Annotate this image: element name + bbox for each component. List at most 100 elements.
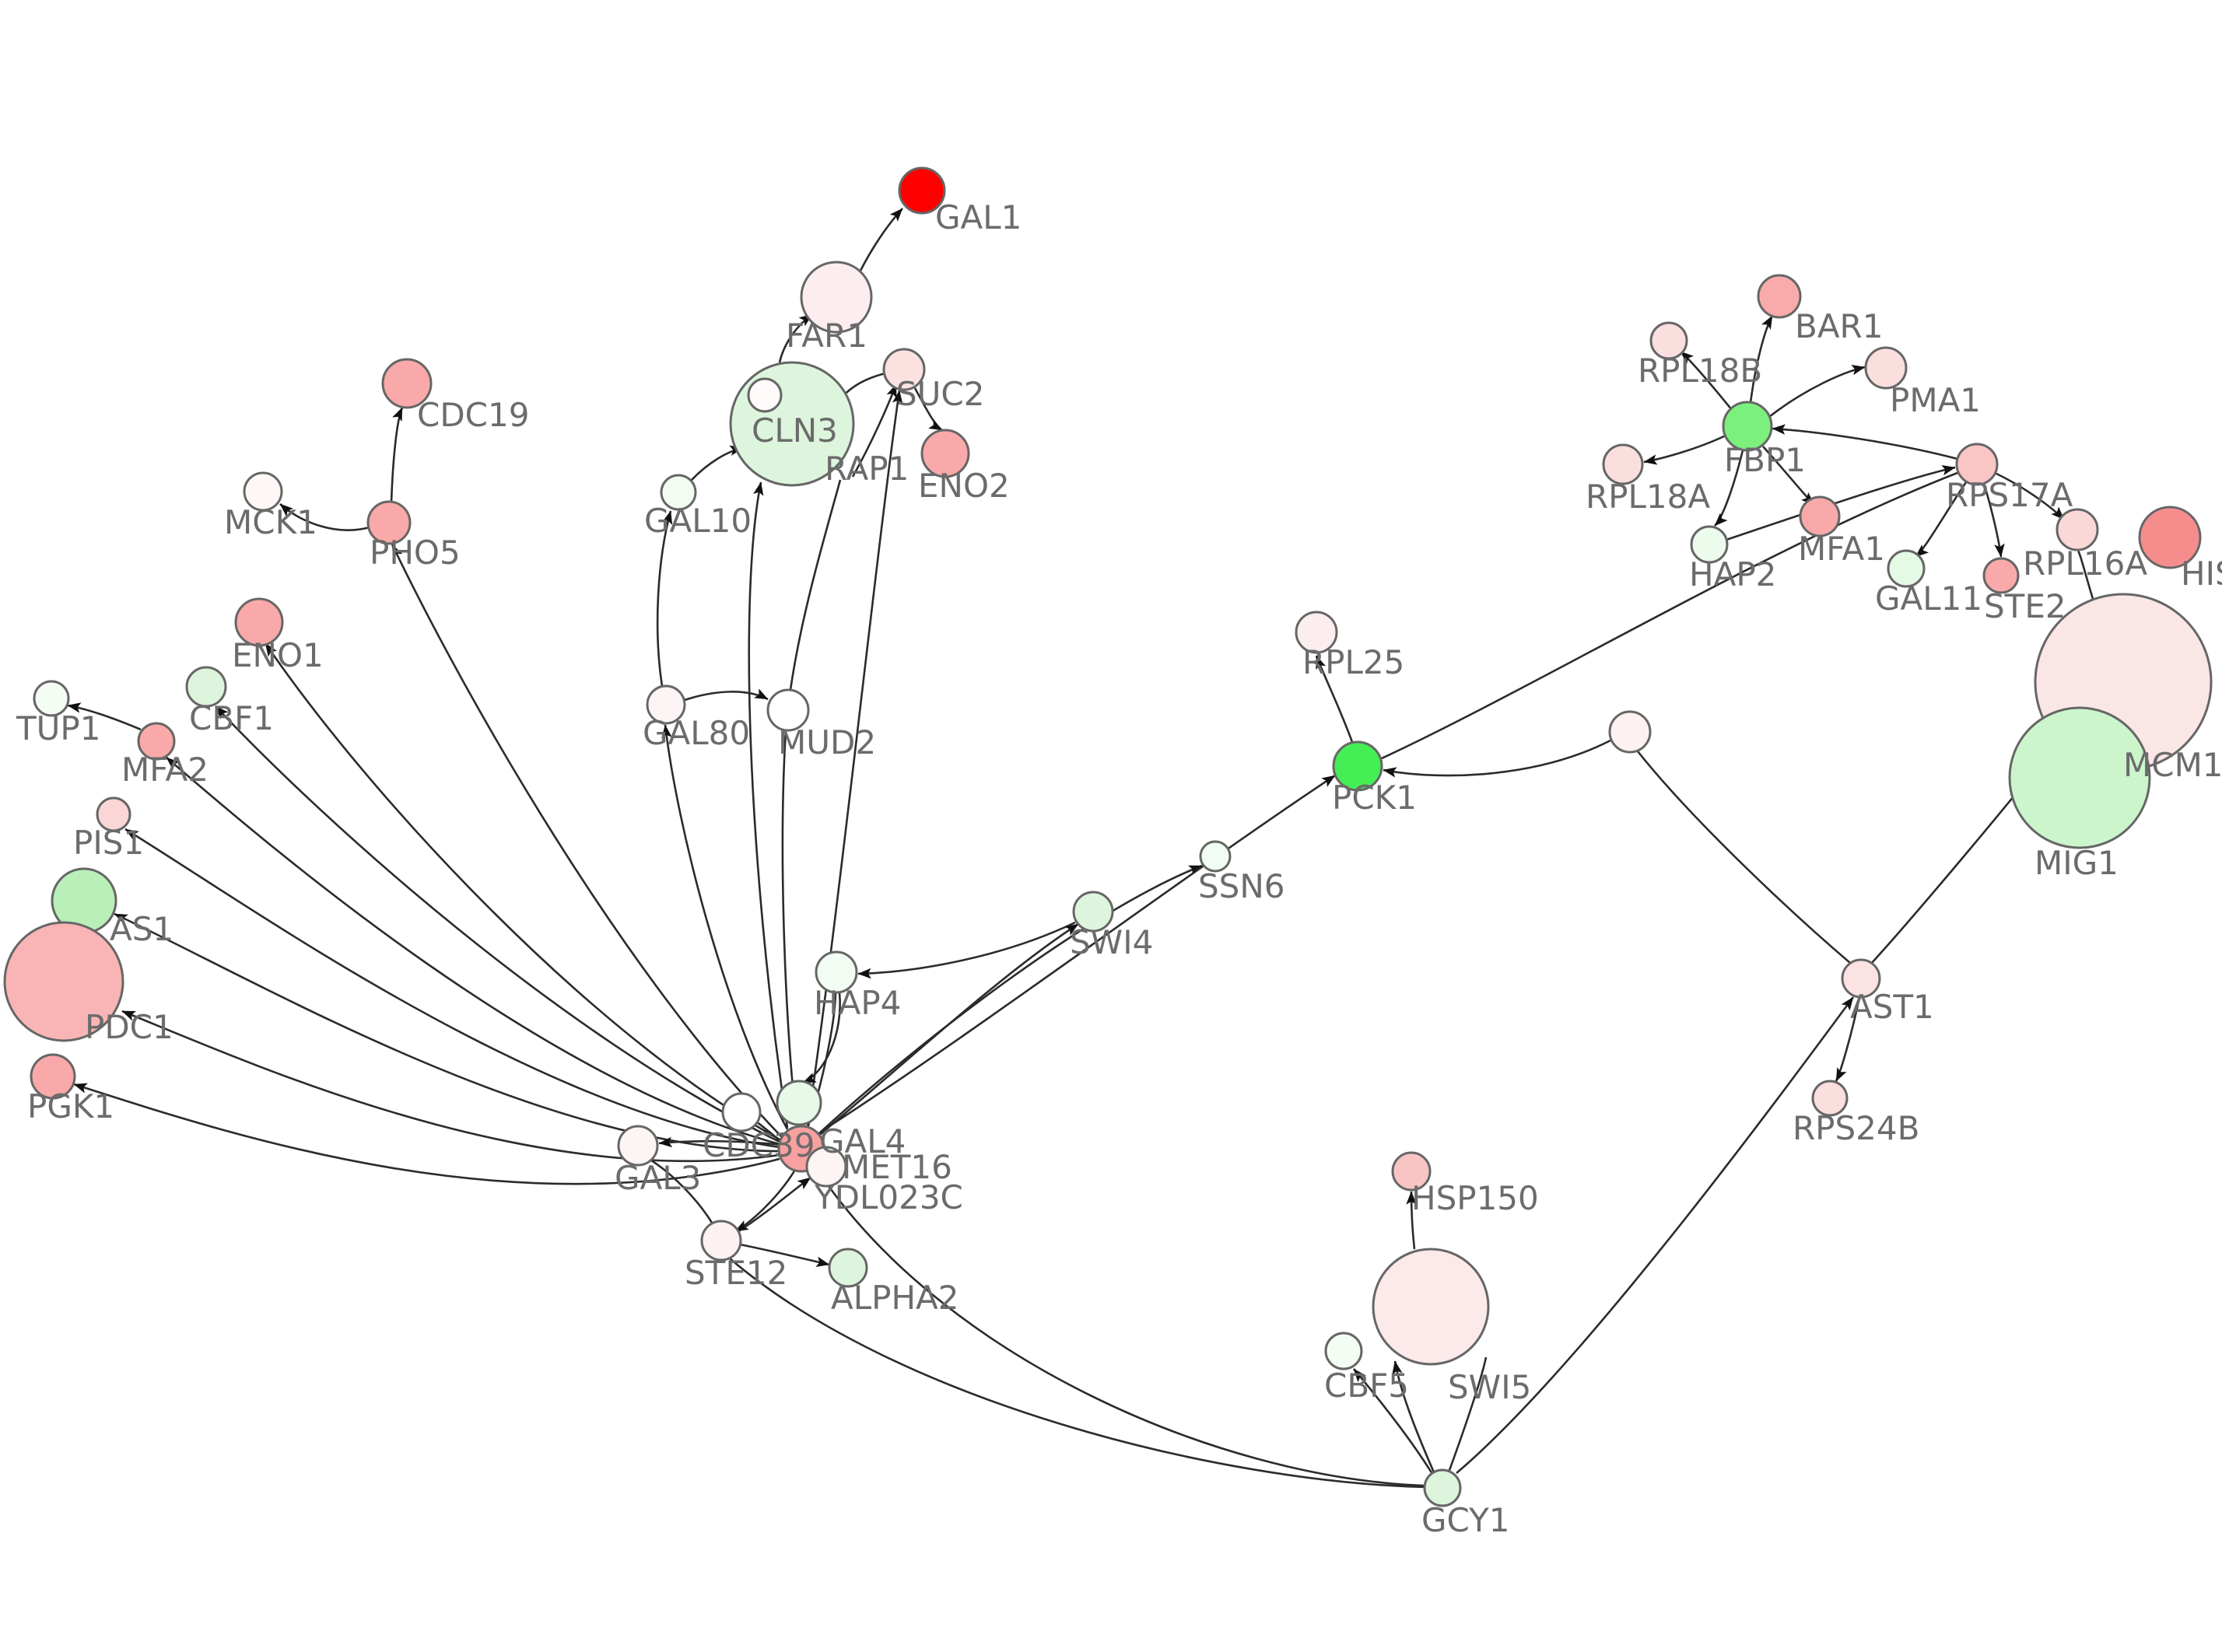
node-suc2[interactable] — [882, 348, 926, 391]
edge-mud2-to-gal4 — [781, 730, 801, 1125]
node-his4[interactable] — [2138, 506, 2202, 569]
edge-swi4-to-hap4 — [857, 921, 1076, 979]
node-label-pgk1: PGK1 — [27, 1087, 114, 1125]
edge-hap2-to-rps17a — [1726, 465, 1956, 541]
node-label-eno1: ENO1 — [232, 636, 324, 674]
node-met16[interactable] — [776, 1080, 822, 1126]
node-swi5[interactable] — [1372, 1248, 1490, 1366]
edge-swi5-to-hsp150 — [1406, 1191, 1417, 1250]
node-label-mfa1: MFA1 — [1798, 530, 1885, 568]
node-bar1[interactable] — [1757, 274, 1802, 319]
edge-hub1-to-ast1 — [1636, 751, 1851, 964]
edge-gal4-to-ssn6 — [818, 864, 1203, 1135]
node-rpl16a[interactable] — [2056, 508, 2099, 551]
node-gal10[interactable] — [660, 474, 697, 511]
node-label-gal3: GAL3 — [615, 1159, 701, 1197]
edge-gal80-to-mud2 — [684, 688, 769, 702]
edge-fbp1-to-rpl18b — [1680, 351, 1733, 411]
node-hsp150[interactable] — [1391, 1151, 1432, 1192]
node-label-fbp1: FBP1 — [1724, 441, 1806, 479]
node-pma1[interactable] — [1864, 346, 1908, 390]
node-pho5[interactable] — [366, 500, 412, 545]
node-fbp1[interactable] — [1722, 401, 1773, 452]
node-label-pdc1: PDC1 — [85, 1008, 173, 1046]
node-gal11[interactable] — [1887, 549, 1926, 588]
edge-gal4-to-suc2 — [806, 390, 903, 1126]
node-pgk1[interactable] — [30, 1053, 76, 1100]
node-label-mcm1: MCM1 — [2123, 746, 2222, 784]
node-label-cdc19: CDC19 — [417, 396, 529, 434]
node-hap4[interactable] — [815, 950, 858, 994]
edge-mud2-to-rap1 — [789, 479, 842, 691]
node-gal80[interactable] — [646, 684, 686, 725]
node-gal3[interactable] — [617, 1125, 659, 1167]
edge-gal4-to-gal80 — [661, 724, 789, 1130]
node-ste12[interactable] — [700, 1220, 742, 1262]
edge-rap1-to-suc2 — [851, 383, 898, 478]
node-label-as1: AS1 — [110, 910, 173, 948]
node-pis1[interactable] — [96, 796, 131, 832]
node-mck1[interactable] — [243, 471, 283, 512]
node-rps17a[interactable] — [1955, 443, 1999, 486]
node-label-pho5: PHO5 — [370, 534, 461, 572]
edge-gal4-to-gcy1 — [811, 1161, 1425, 1487]
edge-suc2-to-eno2 — [913, 387, 943, 432]
node-alpha2[interactable] — [828, 1248, 868, 1288]
node-label-ydl023c: YDL023C — [814, 1178, 963, 1216]
node-cln3b[interactable] — [747, 377, 783, 413]
node-label-hsp150: HSP150 — [1411, 1179, 1539, 1217]
node-ydl023c[interactable] — [805, 1146, 847, 1188]
node-mfa2[interactable] — [137, 722, 176, 761]
node-ste2[interactable] — [1982, 557, 2020, 594]
node-pdc1[interactable] — [3, 921, 124, 1042]
node-label-mck1: MCK1 — [224, 503, 317, 541]
node-gcy1[interactable] — [1423, 1468, 1462, 1507]
node-label-rps17a: RPS17A — [1946, 476, 2073, 514]
node-pck1[interactable] — [1332, 740, 1383, 792]
node-mig1[interactable] — [2008, 706, 2151, 849]
node-cbf1[interactable] — [185, 666, 227, 708]
edge-fbp1-to-pma1 — [1768, 365, 1866, 418]
edge-ste12-to-gcy1 — [729, 1258, 1426, 1489]
edge-gal80-to-gal10 — [656, 510, 673, 687]
edge-gal4-to-ste12 — [734, 1169, 797, 1233]
edge-mfa2-to-tup1 — [67, 702, 142, 731]
node-swi4[interactable] — [1072, 891, 1114, 933]
node-mfa1[interactable] — [1799, 495, 1841, 537]
edge-gcy1-to-swi5 — [1392, 1360, 1435, 1473]
node-cdc39[interactable] — [721, 1092, 762, 1132]
edge-ste12-to-gal3 — [647, 1157, 713, 1223]
node-cdc19[interactable] — [381, 358, 433, 409]
node-ssn6[interactable] — [1199, 840, 1232, 873]
node-tup1[interactable] — [33, 680, 70, 717]
node-rps24b[interactable] — [1811, 1080, 1849, 1117]
node-far1[interactable] — [800, 261, 873, 334]
node-gal1[interactable] — [898, 166, 946, 215]
node-rpl25[interactable] — [1295, 611, 1338, 654]
node-label-mig1: MIG1 — [2034, 844, 2119, 882]
node-hub1[interactable] — [1608, 710, 1652, 754]
node-eno1[interactable] — [234, 597, 284, 647]
node-label-gal11: GAL11 — [1875, 579, 1982, 618]
node-mud2[interactable] — [766, 688, 810, 732]
node-ast1[interactable] — [1841, 958, 1881, 999]
node-cbf5[interactable] — [1324, 1332, 1363, 1370]
edge-far1-to-gal1 — [858, 208, 903, 273]
node-rpl18b[interactable] — [1649, 321, 1688, 360]
edges-layer — [67, 208, 2094, 1489]
node-rpl18a[interactable] — [1602, 443, 1644, 485]
edge-rps17a-to-gal11 — [1915, 481, 1968, 558]
node-label-gal1: GAL1 — [935, 198, 1022, 236]
node-eno2[interactable] — [920, 429, 970, 478]
edge-pho5-to-mck1 — [279, 503, 370, 531]
edge-hap4-to-met16 — [802, 992, 841, 1084]
node-label-cbf1: CBF1 — [189, 699, 274, 737]
node-label-cln3: CLN3 — [752, 411, 838, 450]
node-label-cbf5: CBF5 — [1324, 1367, 1409, 1405]
edge-gal4-to-pis1 — [124, 828, 780, 1149]
edge-gal10-to-cln3 — [690, 445, 744, 481]
node-label-rap1: RAP1 — [825, 450, 909, 488]
node-hap2[interactable] — [1690, 525, 1729, 564]
edge-pho5-to-cdc19 — [390, 407, 404, 503]
edge-rps17a-to-rpl16a — [1994, 471, 2065, 520]
